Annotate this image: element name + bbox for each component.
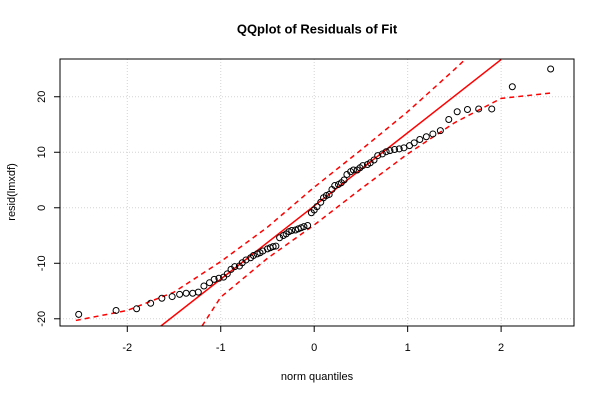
point <box>147 299 155 307</box>
point <box>349 166 357 174</box>
point <box>429 130 437 138</box>
y-tick-label: -20 <box>36 311 48 327</box>
point <box>158 294 166 302</box>
point <box>182 289 190 297</box>
point <box>112 306 120 314</box>
point <box>288 227 296 235</box>
x-tick-label: 2 <box>498 342 504 354</box>
point <box>168 293 176 301</box>
point <box>331 182 339 190</box>
plot-frame <box>59 58 575 327</box>
point <box>475 105 483 113</box>
point <box>488 105 496 113</box>
point <box>370 156 378 164</box>
point <box>359 162 367 170</box>
point <box>304 222 312 230</box>
point <box>272 242 280 250</box>
point <box>194 288 202 296</box>
point <box>223 270 231 278</box>
point <box>445 116 453 124</box>
confidence-band <box>201 92 553 326</box>
point <box>463 106 471 114</box>
point <box>386 147 394 155</box>
point <box>206 279 214 287</box>
point <box>547 65 555 73</box>
x-tick-label: 0 <box>311 342 317 354</box>
x-axis-label: norm quantiles <box>281 371 354 383</box>
point <box>133 305 141 313</box>
point <box>395 145 403 153</box>
y-tick-label: 10 <box>36 146 48 158</box>
point <box>508 83 516 91</box>
point <box>215 274 223 282</box>
point <box>378 150 386 158</box>
point <box>300 223 308 231</box>
x-tick-label: -1 <box>216 342 226 354</box>
point <box>313 203 321 211</box>
point <box>382 148 390 156</box>
point <box>422 133 430 141</box>
x-tick-label: 1 <box>405 342 411 354</box>
point <box>75 310 83 318</box>
point <box>231 263 239 271</box>
confidence-band <box>75 59 467 322</box>
point <box>410 139 418 147</box>
point <box>200 282 208 290</box>
point <box>374 152 382 160</box>
point <box>269 243 277 251</box>
point <box>340 176 348 184</box>
chart-title: QQplot of Residuals of Fit <box>237 21 398 36</box>
grid <box>60 59 574 326</box>
x-tick-label: -2 <box>122 342 132 354</box>
y-axis-label: resid(lmxdf) <box>6 163 18 220</box>
point <box>249 252 257 260</box>
point <box>453 108 461 116</box>
y-tick-label: 20 <box>36 91 48 103</box>
point <box>391 145 399 153</box>
plot-area <box>75 59 555 326</box>
point <box>176 290 184 298</box>
point <box>210 275 218 283</box>
point <box>436 127 444 135</box>
y-tick-label: 0 <box>36 205 48 211</box>
point <box>276 234 284 242</box>
y-tick-label: -10 <box>36 255 48 271</box>
point <box>416 135 424 143</box>
